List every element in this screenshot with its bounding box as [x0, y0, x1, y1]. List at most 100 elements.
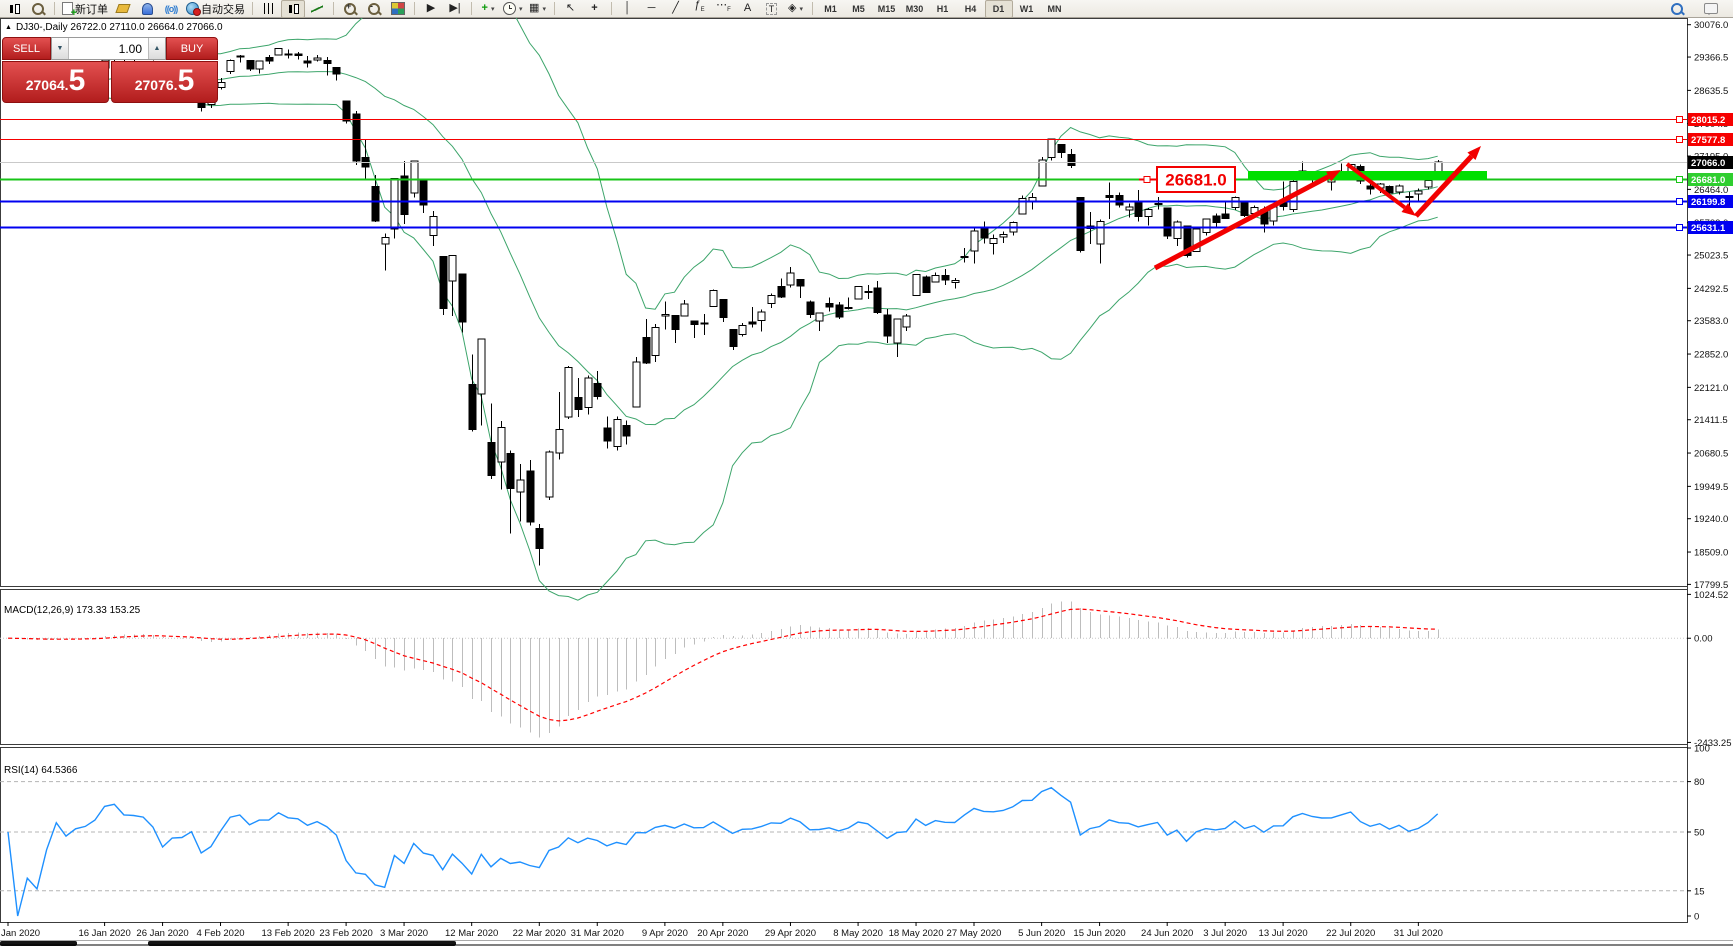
trend-arrow-line[interactable]: [1153, 174, 1330, 271]
rsi-line: [7, 786, 1439, 917]
cursor-icon: ↖: [565, 2, 576, 14]
price-axis[interactable]: 30076.029366.528635.527904.527195.026464…: [1687, 18, 1732, 923]
date-tick-label: 29 Apr 2020: [765, 928, 816, 939]
price-callout-text: 26681.0: [1165, 171, 1226, 190]
trend-arrow-head: [1467, 146, 1481, 161]
autotrading-label: 自动交易: [201, 3, 245, 16]
fibonacci-tool-button[interactable]: ƒE: [688, 0, 712, 18]
date-tick-label: 23 Feb 2020: [319, 928, 372, 939]
indicators-button[interactable]: + ▾: [476, 0, 500, 18]
zoom-in-button[interactable]: +: [338, 0, 362, 18]
price-callout-box[interactable]: [1156, 166, 1236, 193]
hline-handle[interactable]: [1676, 116, 1683, 123]
new-chart-button[interactable]: [2, 0, 26, 18]
new-order-icon: [62, 2, 77, 19]
tab-timeframe-M1[interactable]: M1: [824, 3, 837, 14]
trend-arrow-line[interactable]: [1345, 162, 1407, 210]
templates-button[interactable]: ▦ ▾: [526, 0, 550, 18]
price-tick-label: 19949.5: [1694, 482, 1728, 493]
date-tick-label: 9 Apr 2020: [642, 928, 688, 939]
text-tool-button[interactable]: A: [736, 0, 760, 18]
sell-button[interactable]: SELL: [2, 37, 51, 60]
vertical-line-icon: │: [624, 2, 631, 14]
autotrading-button[interactable]: 自动交易: [183, 0, 248, 18]
date-tick-label: 5 Jun 2020: [1018, 928, 1065, 939]
rsi-tick-label: 0: [1694, 912, 1699, 923]
tab-timeframe-H4[interactable]: H4: [964, 3, 977, 14]
buy-price-button[interactable]: 27076. 5: [111, 61, 218, 103]
tile-windows-button[interactable]: [386, 0, 410, 18]
tab-timeframe-D1[interactable]: D1: [984, 0, 1013, 18]
resistance-zone-band[interactable]: [1248, 171, 1487, 180]
person-icon: [141, 2, 153, 15]
preview-magnifier-icon: [32, 2, 44, 15]
date-axis[interactable]: Jan 2020 16 Jan 2020 26 Jan 2020 4 Feb 2020…: [1, 922, 1443, 939]
arrows-tool-button[interactable]: ◈ ▾: [784, 0, 808, 18]
chat-button[interactable]: [1699, 0, 1723, 18]
hline-handle[interactable]: [1676, 176, 1683, 183]
hline-price-label: 27577.8: [1691, 135, 1725, 146]
one-click-collapse-icon[interactable]: ▲: [5, 24, 12, 31]
date-tick-label: 26 Jan 2020: [136, 928, 188, 939]
vline-tool-button[interactable]: │: [616, 0, 640, 18]
new-order-button[interactable]: 新订单: [59, 0, 111, 19]
rsi-tick-label: 100: [1694, 744, 1710, 755]
candlestick-icon: [287, 3, 299, 15]
bollinger-bands: [27, 18, 1438, 601]
buy-button[interactable]: BUY: [166, 37, 218, 60]
chat-bubbles-icon: [1704, 3, 1718, 15]
crosshair-tool-button[interactable]: +: [583, 0, 607, 18]
price-tick-label: 21411.5: [1694, 415, 1728, 426]
date-tick-label: 20 Apr 2020: [697, 928, 748, 939]
toolbar-separator: [54, 2, 55, 15]
volume-decrease-button[interactable]: ▼: [52, 38, 69, 59]
tab-timeframe-MN[interactable]: MN: [1047, 3, 1062, 14]
sell-price-button[interactable]: 27064. 5: [2, 61, 109, 103]
pane-border: [0, 18, 1688, 587]
text-label-icon: T: [765, 2, 778, 15]
chevron-down-icon: ▾: [519, 5, 523, 13]
hline-tool-button[interactable]: ─: [640, 0, 664, 18]
buy-price-pip: 5: [177, 64, 195, 97]
toolbar-separator: [414, 2, 415, 15]
chevron-down-icon: ▾: [799, 5, 803, 13]
search-button[interactable]: [1665, 0, 1689, 18]
date-tick-label: 22 Mar 2020: [513, 928, 566, 939]
trendline-tool-button[interactable]: ╱: [664, 0, 688, 18]
tab-timeframe-W1[interactable]: W1: [1019, 3, 1034, 14]
volume-input[interactable]: 1.00: [118, 41, 142, 56]
bar-chart-icon: [263, 3, 275, 14]
hline-handle[interactable]: [1676, 224, 1683, 231]
chart-canvas[interactable]: 30076.029366.528635.527904.527195.026464…: [0, 18, 1733, 946]
candle-chart-mode-button[interactable]: [281, 0, 305, 18]
chart-shift-button[interactable]: ▶|: [443, 0, 467, 18]
hline-price-label: 26681.0: [1691, 175, 1725, 186]
metaeditor-button[interactable]: [111, 0, 135, 18]
price-tick-label: 18509.0: [1694, 548, 1728, 559]
line-chart-mode-button[interactable]: [305, 0, 329, 18]
market-watch-button[interactable]: [135, 0, 159, 18]
pane-border: [0, 589, 1688, 745]
trend-arrow-line[interactable]: [1414, 154, 1474, 218]
chart-window: 30076.029366.528635.527904.527195.026464…: [0, 18, 1733, 946]
tab-timeframe-M30[interactable]: M30: [905, 3, 924, 14]
bar-chart-mode-button[interactable]: [257, 0, 281, 18]
cycle-lines-tool-button[interactable]: ⋯F: [712, 0, 736, 18]
print-preview-button[interactable]: [26, 0, 50, 18]
tab-timeframe-M15[interactable]: M15: [877, 3, 896, 14]
crosshair-icon: +: [591, 2, 598, 14]
auto-scroll-button[interactable]: ▶: [419, 0, 443, 18]
hline-handle[interactable]: [1676, 136, 1683, 143]
zoom-out-button[interactable]: -: [362, 0, 386, 18]
signals-button[interactable]: ((o)): [159, 0, 183, 18]
hline-handle[interactable]: [1676, 198, 1683, 205]
price-tick-label: 29366.5: [1694, 53, 1728, 64]
periods-button[interactable]: ▾: [500, 0, 526, 18]
tab-timeframe-H1[interactable]: H1: [936, 3, 949, 14]
text-label-tool-button[interactable]: T: [760, 0, 784, 18]
cursor-tool-button[interactable]: ↖: [559, 0, 583, 18]
price-tick-label: 20680.5: [1694, 449, 1728, 460]
tab-timeframe-M5[interactable]: M5: [852, 3, 865, 14]
chart-annotations[interactable]: 26681.0: [1139, 146, 1487, 271]
volume-increase-button[interactable]: ▲: [148, 38, 165, 59]
